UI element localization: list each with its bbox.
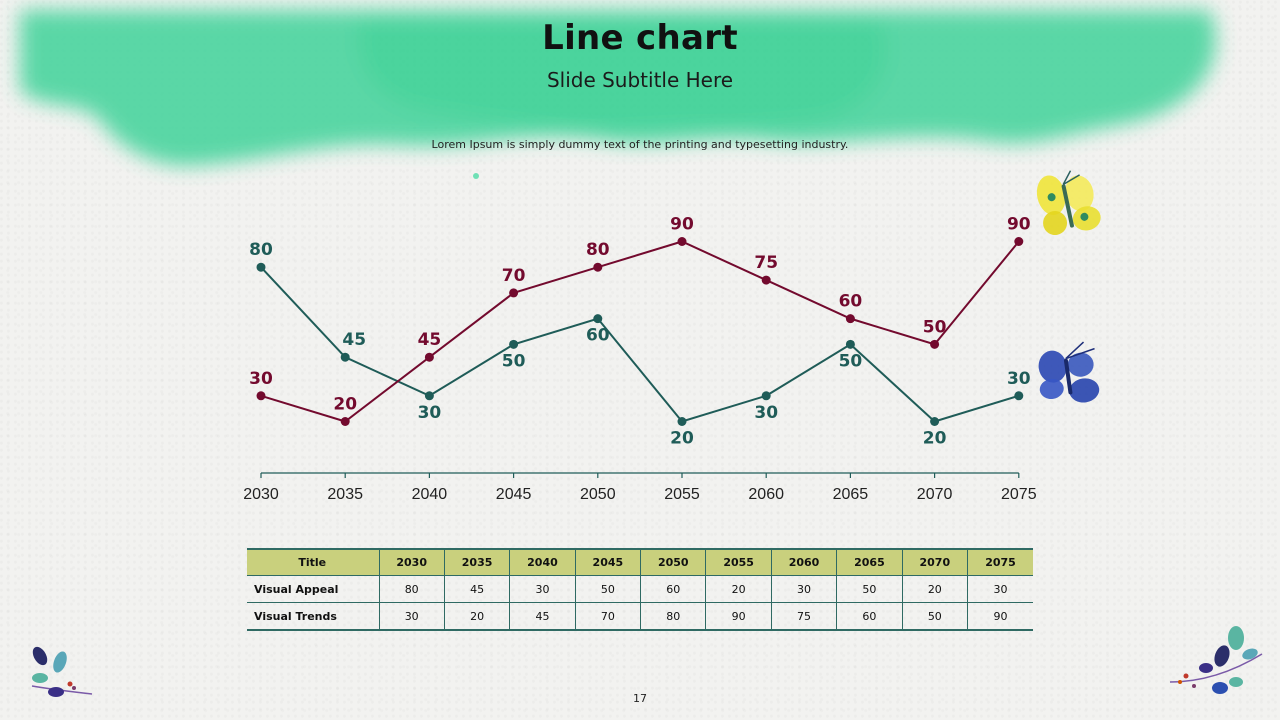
table-header-cell: 2070 bbox=[902, 548, 969, 576]
data-point-visual-trends bbox=[593, 262, 603, 272]
series-line-visual-trends bbox=[260, 240, 1020, 423]
table-cell: 50 bbox=[836, 575, 903, 603]
table-cell: 30 bbox=[967, 575, 1033, 603]
watercolor-wash bbox=[20, 10, 1216, 179]
data-point-visual-appeal bbox=[930, 417, 940, 426]
slide-description: Lorem Ipsum is simply dummy text of the … bbox=[431, 138, 849, 151]
x-tick-label: 2070 bbox=[917, 486, 953, 503]
data-point-visual-trends bbox=[256, 391, 266, 401]
data-label-visual-appeal: 20 bbox=[923, 429, 947, 449]
data-point-visual-appeal bbox=[593, 314, 603, 324]
data-label-visual-trends: 60 bbox=[839, 292, 863, 312]
x-tick-label: 2030 bbox=[243, 486, 279, 503]
table-header-cell: 2075 bbox=[967, 548, 1033, 576]
data-label-visual-appeal: 20 bbox=[670, 429, 694, 449]
page-number: 17 bbox=[633, 692, 647, 705]
data-label-visual-trends: 45 bbox=[418, 330, 442, 350]
data-label-visual-trends: 75 bbox=[754, 253, 778, 273]
table-cell: 30 bbox=[509, 575, 576, 603]
series-line-visual-appeal bbox=[260, 266, 1020, 423]
table-cell: 30 bbox=[379, 602, 445, 631]
table-header-cell: 2030 bbox=[379, 548, 445, 576]
table-cell: 70 bbox=[575, 602, 642, 631]
table-cell: 60 bbox=[640, 575, 707, 603]
data-point-visual-trends bbox=[761, 275, 771, 285]
slide-title: Line chart bbox=[542, 18, 738, 58]
table-header-row: Title 2030 2035 2040 2045 2050 2055 2060… bbox=[247, 548, 1033, 576]
table-cell: 80 bbox=[379, 575, 445, 603]
table-header-cell: 2060 bbox=[771, 548, 838, 576]
table-cell: 20 bbox=[705, 575, 772, 603]
table-row-label: Visual Trends bbox=[247, 602, 380, 631]
table-header-cell: 2035 bbox=[444, 548, 511, 576]
table-cell: 50 bbox=[902, 602, 969, 631]
x-tick-label: 2060 bbox=[748, 486, 784, 503]
data-point-visual-appeal bbox=[509, 339, 519, 349]
table-row-label: Visual Appeal bbox=[247, 575, 380, 603]
table-cell: 50 bbox=[575, 575, 642, 603]
data-table: Title 2030 2035 2040 2045 2050 2055 2060… bbox=[247, 548, 1033, 631]
data-label-visual-appeal: 45 bbox=[342, 330, 366, 350]
line-chart: 2030 2035 2040 2045 2050 2055 2060 2065 2070 2075… bbox=[243, 215, 1037, 504]
data-label-visual-appeal: 30 bbox=[418, 403, 442, 423]
table-header-cell: 2065 bbox=[836, 548, 903, 576]
table-cell: 45 bbox=[444, 575, 511, 603]
data-point-visual-trends bbox=[677, 237, 687, 246]
data-label-visual-trends: 80 bbox=[586, 240, 610, 260]
x-tick-label: 2045 bbox=[496, 486, 532, 503]
data-point-visual-appeal bbox=[1014, 391, 1024, 401]
data-point-visual-appeal bbox=[845, 339, 855, 349]
data-label-visual-appeal: 50 bbox=[839, 351, 863, 371]
table-cell: 60 bbox=[836, 602, 903, 631]
data-label-visual-trends: 20 bbox=[333, 395, 357, 415]
table-header-cell: 2050 bbox=[640, 548, 707, 576]
leaf-sprig-left-icon bbox=[31, 646, 93, 697]
leaf-sprig-right-icon bbox=[1169, 626, 1263, 694]
table-cell: 90 bbox=[705, 602, 772, 631]
data-point-visual-trends bbox=[340, 417, 350, 426]
blue-butterfly-icon bbox=[1038, 341, 1100, 403]
x-tick-label: 2050 bbox=[580, 486, 616, 503]
data-label-visual-appeal: 30 bbox=[1007, 369, 1031, 389]
table-cell: 30 bbox=[771, 575, 838, 603]
x-tick-label: 2055 bbox=[664, 486, 700, 503]
table-header-cell: 2045 bbox=[575, 548, 642, 576]
data-label-visual-trends: 70 bbox=[502, 266, 526, 286]
data-label-visual-appeal: 80 bbox=[249, 240, 273, 260]
data-point-visual-appeal bbox=[424, 391, 434, 401]
x-tick-label: 2065 bbox=[833, 486, 869, 503]
table-header-cell: 2040 bbox=[509, 548, 576, 576]
data-label-visual-appeal: 30 bbox=[754, 403, 778, 423]
data-point-visual-trends bbox=[930, 339, 940, 349]
data-point-visual-appeal bbox=[677, 417, 687, 426]
data-label-visual-appeal: 50 bbox=[502, 351, 526, 371]
table-header-title: Title bbox=[247, 548, 380, 576]
data-point-visual-appeal bbox=[340, 352, 350, 362]
data-point-visual-appeal bbox=[256, 262, 266, 272]
data-label-visual-trends: 50 bbox=[923, 317, 947, 337]
table-cell: 45 bbox=[509, 602, 576, 631]
table-cell: 20 bbox=[902, 575, 969, 603]
slide-subtitle: Slide Subtitle Here bbox=[546, 68, 734, 92]
data-label-visual-trends: 30 bbox=[249, 369, 273, 389]
table-cell: 80 bbox=[640, 602, 707, 631]
data-point-visual-trends bbox=[424, 352, 434, 362]
data-point-visual-trends bbox=[845, 314, 855, 324]
table-header-cell: 2055 bbox=[705, 548, 772, 576]
data-label-visual-appeal: 60 bbox=[586, 326, 610, 346]
table-row: Visual Trends 30 20 45 70 80 90 75 60 50… bbox=[247, 602, 1033, 631]
data-point-visual-appeal bbox=[761, 391, 771, 401]
data-label-visual-trends: 90 bbox=[1007, 215, 1031, 235]
data-label-visual-trends: 90 bbox=[670, 215, 694, 235]
x-tick-label: 2035 bbox=[327, 486, 363, 503]
table-cell: 90 bbox=[967, 602, 1033, 631]
data-point-visual-trends bbox=[509, 288, 519, 298]
table-row: Visual Appeal 80 45 30 50 60 20 30 50 20… bbox=[247, 575, 1033, 603]
x-tick-label: 2075 bbox=[1001, 486, 1037, 503]
table-cell: 20 bbox=[444, 602, 511, 631]
x-tick-label: 2040 bbox=[412, 486, 448, 503]
table-cell: 75 bbox=[771, 602, 838, 631]
yellow-butterfly-icon bbox=[1036, 170, 1101, 236]
data-point-visual-trends bbox=[1014, 237, 1024, 246]
